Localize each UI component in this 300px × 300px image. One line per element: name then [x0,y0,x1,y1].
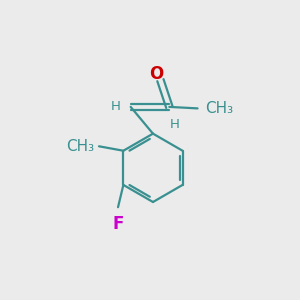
Text: O: O [149,65,163,83]
Text: CH₃: CH₃ [205,101,233,116]
Text: H: H [170,118,180,131]
Text: CH₃: CH₃ [66,139,94,154]
Text: H: H [110,100,120,113]
Text: F: F [112,214,124,232]
